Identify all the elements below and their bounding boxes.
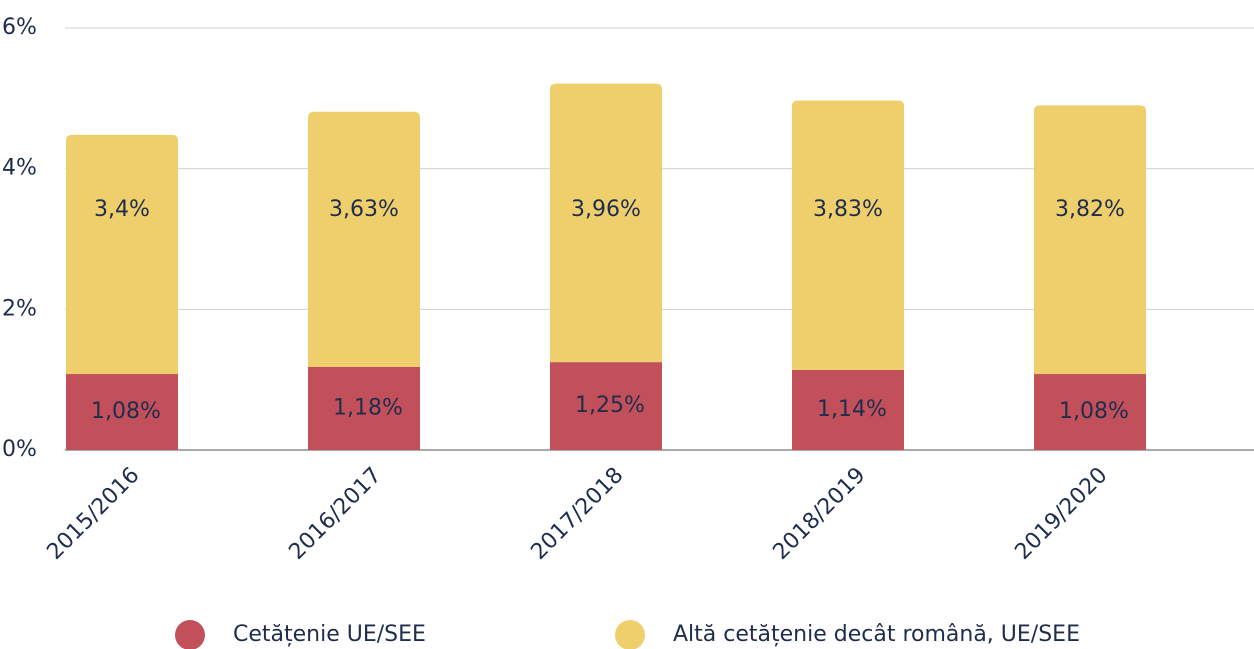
value-label: 3,63% <box>329 197 399 222</box>
bar-segment <box>66 374 178 450</box>
value-label: 3,96% <box>571 197 641 222</box>
bar-segment <box>1034 374 1146 450</box>
value-label: 1,08% <box>1059 399 1129 424</box>
x-tick-label: 2019/2020 <box>1010 463 1112 565</box>
x-tick-label: 2015/2016 <box>42 463 144 565</box>
value-label: 3,83% <box>813 197 883 222</box>
y-tick-label: 6% <box>2 15 37 40</box>
value-label: 1,25% <box>575 393 645 418</box>
x-tick-label: 2017/2018 <box>526 463 628 565</box>
value-label: 1,14% <box>817 397 887 422</box>
bar-segment <box>550 362 662 450</box>
y-tick-label: 4% <box>2 156 37 181</box>
bar-segment <box>66 134 178 375</box>
legend-swatch <box>615 620 645 649</box>
bar-segment <box>308 111 420 368</box>
bar-segment <box>550 83 662 363</box>
x-tick-label: 2018/2019 <box>768 463 870 565</box>
value-label: 1,08% <box>91 399 161 424</box>
bar-segment <box>792 100 904 370</box>
bar-segment <box>1034 105 1146 375</box>
legend-label: Altă cetățenie decât română, UE/SEE <box>673 622 1080 647</box>
y-tick-label: 0% <box>2 437 37 462</box>
y-tick-label: 2% <box>2 296 37 321</box>
bar-segment <box>792 369 904 450</box>
x-tick-label: 2016/2017 <box>284 463 386 565</box>
value-label: 1,18% <box>333 396 403 421</box>
legend-swatch <box>175 620 205 649</box>
bar-segment <box>308 367 420 450</box>
value-label: 3,4% <box>94 197 150 222</box>
value-label: 3,82% <box>1055 197 1125 222</box>
legend-label: Cetățenie UE/SEE <box>233 622 426 647</box>
